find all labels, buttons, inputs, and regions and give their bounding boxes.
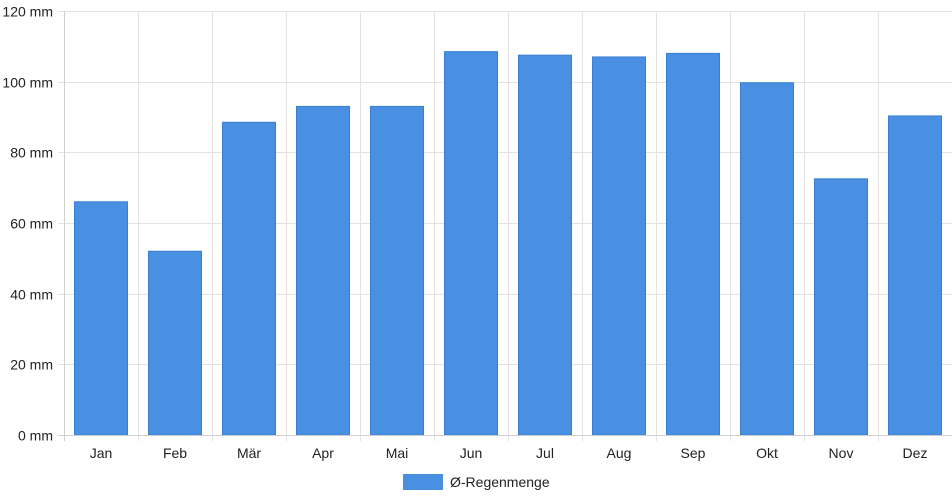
bar-dez[interactable] [888, 115, 942, 436]
x-tick-label: Okt [756, 445, 778, 461]
bar-okt[interactable] [740, 82, 794, 436]
y-tick-label: 60 mm [10, 216, 53, 232]
legend[interactable]: Ø-Regenmenge [403, 474, 550, 490]
bar-aug[interactable] [592, 56, 646, 436]
y-tick-label: 80 mm [10, 145, 53, 161]
x-tick-label: Apr [312, 445, 334, 461]
y-tick-label: 120 mm [2, 4, 53, 20]
bars [74, 51, 942, 436]
bar-feb[interactable] [148, 250, 202, 436]
bar-apr[interactable] [296, 105, 350, 436]
bar-jun[interactable] [444, 51, 498, 436]
bar-jul[interactable] [518, 54, 572, 436]
bar-nov[interactable] [814, 178, 868, 436]
x-tick-label: Dez [903, 445, 928, 461]
bar-mär[interactable] [222, 121, 276, 436]
y-tick-label: 20 mm [10, 357, 53, 373]
y-tick-labels: 0 mm 20 mm 40 mm 60 mm 80 mm 100 mm 120 mm [2, 4, 53, 444]
x-tick-labels: Jan Feb Mär Apr Mai Jun Jul Aug Sep Okt Nov Dez [90, 445, 928, 461]
x-tick-label: Sep [681, 445, 706, 461]
axes [58, 11, 952, 441]
bar-sep[interactable] [666, 52, 720, 436]
x-tick-label: Mai [386, 445, 409, 461]
y-tick-label: 0 mm [18, 428, 53, 444]
x-tick-label: Jun [460, 445, 483, 461]
legend-swatch [403, 474, 443, 490]
x-tick-label: Aug [607, 445, 632, 461]
y-tick-label: 40 mm [10, 287, 53, 303]
x-tick-label: Nov [829, 445, 854, 461]
bar-jan[interactable] [74, 201, 128, 436]
legend-label: Ø-Regenmenge [450, 474, 550, 490]
x-tick-label: Jan [90, 445, 113, 461]
bar-mai[interactable] [370, 105, 424, 436]
y-tick-label: 100 mm [2, 75, 53, 91]
x-tick-label: Feb [163, 445, 187, 461]
x-tick-label: Mär [237, 445, 261, 461]
x-tick-label: Jul [536, 445, 554, 461]
grid-lines [58, 11, 952, 441]
